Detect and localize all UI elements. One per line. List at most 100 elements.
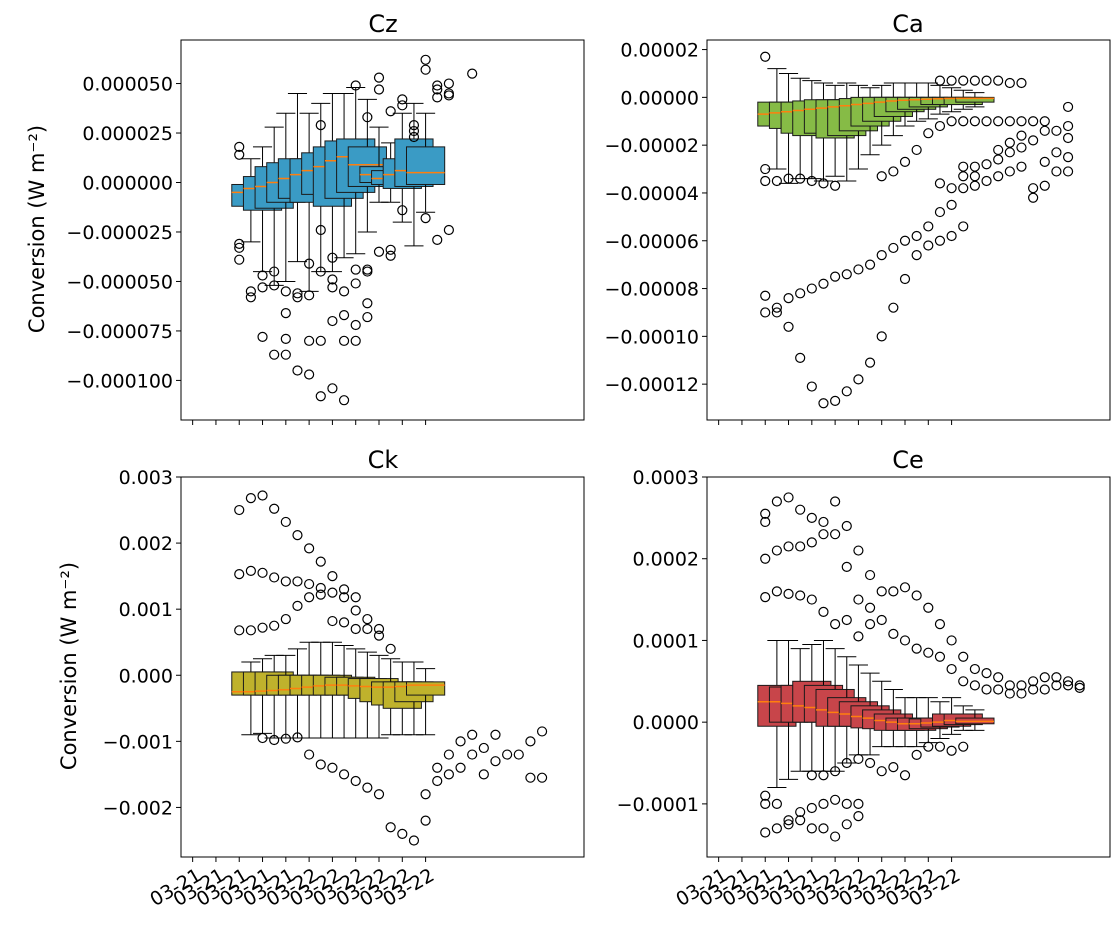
outlier-point <box>958 221 969 232</box>
outlier-point <box>432 84 443 95</box>
plot-frame <box>180 476 585 858</box>
outlier-point <box>1028 135 1039 146</box>
outlier-point <box>993 672 1004 683</box>
outlier-point <box>1062 132 1074 144</box>
outlier-point <box>269 620 280 631</box>
outlier-point <box>257 490 268 501</box>
outlier-point <box>432 92 443 103</box>
outlier-point <box>899 635 911 646</box>
outlier-point <box>853 631 864 642</box>
box-group <box>347 98 387 233</box>
outlier-point <box>1004 147 1015 158</box>
outlier-point <box>899 235 911 246</box>
outlier-point <box>1062 120 1074 132</box>
outlier-point <box>315 224 326 236</box>
outlier-point <box>853 374 864 385</box>
outlier-point <box>946 635 957 646</box>
outlier-point <box>899 770 911 781</box>
outlier-point <box>841 819 852 830</box>
outlier-point <box>946 199 957 211</box>
y-tick-label: 0.0002 <box>633 549 699 571</box>
outlier-point <box>315 582 326 594</box>
outlier-point <box>327 615 338 627</box>
outlier-point <box>1074 682 1085 693</box>
outlier-point <box>257 331 268 342</box>
outlier-point <box>760 51 771 62</box>
outlier-point <box>771 307 782 318</box>
outlier-point <box>934 75 946 86</box>
outlier-point <box>783 588 794 599</box>
outlier-point <box>864 259 876 270</box>
outlier-point <box>257 270 268 281</box>
outlier-point <box>1051 166 1062 177</box>
outlier-point <box>280 349 291 360</box>
subplot-title: Ca <box>892 10 923 38</box>
outlier-point <box>1028 183 1039 194</box>
outlier-point <box>981 75 992 86</box>
outlier-point <box>362 623 373 635</box>
outlier-point <box>245 292 256 303</box>
outlier-point <box>795 541 806 552</box>
outlier-point <box>327 571 338 582</box>
outlier-point <box>455 762 466 773</box>
outlier-point <box>841 561 852 572</box>
outlier-point <box>327 282 338 293</box>
outlier-point <box>958 116 969 127</box>
y-tick-label: −0.000025 <box>66 222 173 244</box>
outlier-point <box>934 651 946 662</box>
outlier-point <box>771 823 782 834</box>
y-tick-label: 0.000050 <box>82 74 173 96</box>
outlier-point <box>280 613 291 625</box>
outlier-point <box>1062 166 1074 177</box>
outlier-point <box>876 331 887 342</box>
outlier-point <box>911 144 922 156</box>
outlier-point <box>830 831 841 842</box>
outlier-point <box>783 819 794 830</box>
outlier-point <box>362 782 373 793</box>
outlier-point <box>841 798 852 809</box>
y-tick-label: 0.001 <box>119 599 173 621</box>
outlier-point <box>385 822 396 833</box>
outlier-point <box>350 264 361 275</box>
outlier-point <box>373 623 385 635</box>
outlier-point <box>292 576 303 587</box>
outlier-point <box>350 319 361 331</box>
outlier-point <box>993 116 1004 127</box>
outlier-point <box>408 120 420 131</box>
outlier-point <box>981 175 992 187</box>
outlier-point <box>443 749 454 760</box>
outlier-point <box>981 668 992 679</box>
outlier-point <box>830 180 841 191</box>
outlier-point <box>911 230 922 242</box>
outlier-point <box>899 582 911 593</box>
outlier-point <box>269 266 280 277</box>
outlier-point <box>830 496 841 507</box>
outlier-point <box>234 625 245 636</box>
box-group <box>394 661 434 736</box>
outlier-point <box>830 271 841 282</box>
y-tick-label: 0.003 <box>119 467 173 489</box>
outlier-point <box>783 293 794 304</box>
outlier-point <box>292 365 303 376</box>
outlier-point <box>795 806 806 818</box>
outlier-point <box>304 290 315 301</box>
outlier-point <box>1039 125 1050 136</box>
outlier-point <box>841 269 852 280</box>
outlier-point <box>304 543 315 554</box>
outlier-point <box>818 398 829 409</box>
plot-frame <box>180 39 585 421</box>
outlier-point <box>1039 672 1050 683</box>
outlier-point <box>841 520 852 532</box>
outlier-point <box>1039 156 1050 167</box>
outlier-point <box>1062 680 1074 691</box>
outlier-point <box>397 205 408 216</box>
outlier-point <box>280 733 291 744</box>
outlier-point <box>280 516 291 528</box>
outlier-point <box>1028 192 1039 203</box>
y-tick-label: 0.0001 <box>633 630 699 652</box>
outlier-point <box>292 600 303 611</box>
outlier-point <box>853 594 864 605</box>
outlier-point <box>408 125 420 137</box>
outlier-point <box>304 258 315 269</box>
